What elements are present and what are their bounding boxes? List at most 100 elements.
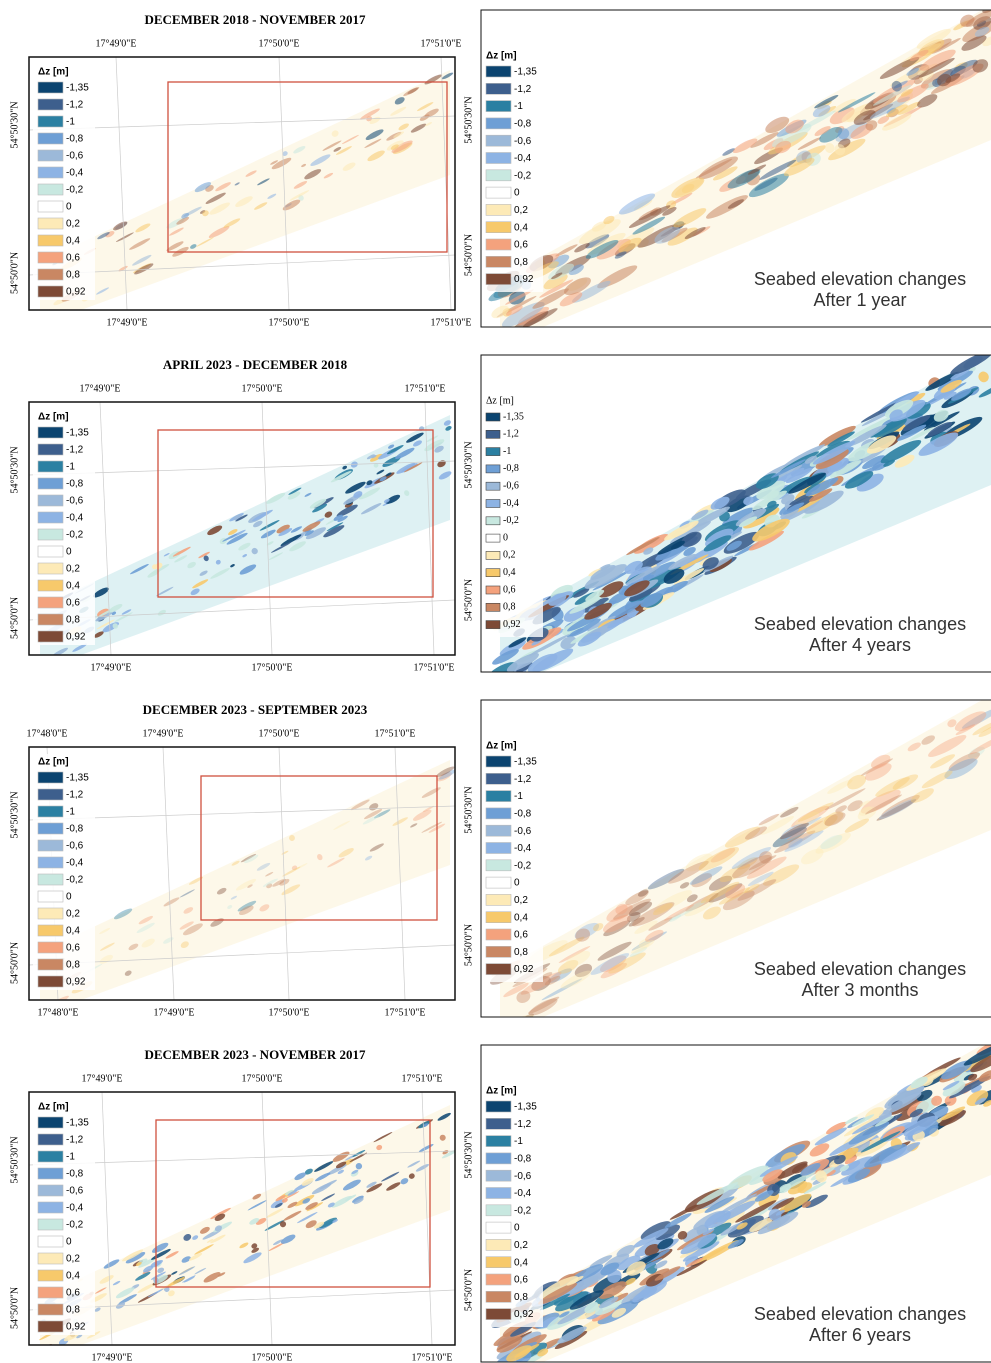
legend-swatch — [486, 1170, 511, 1181]
legend-label: 0,2 — [514, 895, 528, 906]
legend-swatch — [38, 1185, 63, 1196]
longitude-label: 17°51'0"E — [431, 317, 472, 328]
latitude-label: 54°50'0"N — [463, 924, 474, 966]
legend-label: -0,2 — [66, 875, 84, 886]
legend-swatch — [38, 427, 63, 438]
legend-label: -1,2 — [66, 100, 84, 111]
legend-swatch — [38, 925, 63, 936]
longitude-label: 17°50'0"E — [242, 383, 283, 394]
legend-swatch — [38, 1151, 63, 1162]
legend-label: -1,2 — [514, 84, 532, 95]
longitude-label: 17°49'0"E — [107, 317, 148, 328]
longitude-label: 17°49'0"E — [96, 38, 137, 49]
legend-swatch — [38, 874, 63, 885]
legend-swatch — [38, 495, 63, 506]
legend-label: 0,2 — [66, 564, 80, 575]
legend-swatch — [38, 806, 63, 817]
longitude-label: 17°51'0"E — [421, 38, 462, 49]
longitude-label: 17°50'0"E — [252, 1352, 293, 1363]
legend-label: -0,4 — [66, 168, 84, 179]
caption: Seabed elevation changes — [754, 1304, 966, 1324]
legend-label: -0,8 — [503, 463, 519, 474]
latitude-label: 54°50'0"N — [463, 579, 474, 621]
panel: DECEMBER 2018 - NOVEMBER 2017 17°49'0"E 17… — [9, 3, 991, 345]
legend-label: 0,6 — [66, 1288, 80, 1299]
legend-swatch — [38, 772, 63, 783]
legend-label: 0,8 — [514, 257, 528, 268]
legend-swatch — [486, 517, 500, 525]
legend-swatch — [38, 546, 63, 557]
seabed-layer — [39, 415, 452, 670]
legend-swatch — [38, 1219, 63, 1230]
legend-swatch — [38, 840, 63, 851]
legend-swatch — [486, 153, 511, 164]
legend-swatch — [38, 580, 63, 591]
legend-swatch — [486, 1136, 511, 1147]
legend-swatch — [486, 791, 511, 802]
legend-label: -0,6 — [66, 151, 84, 162]
survey-swath — [40, 1105, 450, 1360]
legend-label: -0,6 — [66, 1186, 84, 1197]
legend-label: -0,4 — [66, 1203, 84, 1214]
legend-label: -0,2 — [66, 530, 84, 541]
legend-swatch — [38, 184, 63, 195]
panel-title: DECEMBER 2018 - NOVEMBER 2017 — [144, 12, 366, 27]
panel: DECEMBER 2023 - NOVEMBER 201717°49'0"E17… — [9, 1040, 991, 1363]
legend-label: 0,2 — [66, 1254, 80, 1265]
legend-label: -1,35 — [66, 773, 89, 784]
legend-label: -0,2 — [514, 1205, 532, 1216]
legend-swatch — [38, 529, 63, 540]
panel-title: DECEMBER 2023 - NOVEMBER 2017 — [144, 1047, 366, 1062]
legend-swatch — [38, 891, 63, 902]
latitude-label: 54°50'30"N — [463, 1131, 474, 1178]
legend-swatch — [38, 150, 63, 161]
survey-swath — [40, 70, 450, 325]
legend-label: -1,2 — [514, 774, 532, 785]
legend-swatch — [38, 631, 63, 642]
legend-label: 0 — [514, 188, 520, 199]
legend-swatch — [486, 534, 500, 542]
latitude-label: 54°50'30"N — [9, 446, 20, 493]
legend-label: -1,35 — [66, 428, 89, 439]
caption: After 3 months — [801, 980, 918, 1000]
legend-swatch — [486, 274, 511, 285]
legend-label: 0,92 — [66, 977, 86, 988]
legend-label: -0,8 — [514, 119, 532, 130]
legend-swatch — [38, 908, 63, 919]
legend-swatch — [486, 586, 500, 594]
legend-label: -0,2 — [66, 185, 84, 196]
legend-label: 0,4 — [514, 222, 528, 233]
legend-label: -0,2 — [514, 170, 532, 181]
legend-swatch — [486, 551, 500, 559]
longitude-label: 17°50'0"E — [252, 662, 293, 673]
legend-swatch — [486, 83, 511, 94]
legend-label: -1,35 — [514, 67, 537, 78]
legend-swatch — [38, 597, 63, 608]
longitude-label: 17°50'0"E — [259, 38, 300, 49]
legend-label: -0,8 — [66, 134, 84, 145]
legend-label: 0,4 — [66, 1271, 80, 1282]
legend-swatch — [486, 773, 511, 784]
legend-swatch — [38, 1236, 63, 1247]
legend-title: Δz [m] — [486, 395, 514, 406]
legend-swatch — [486, 1291, 511, 1302]
legend-swatch — [486, 465, 500, 473]
legend-label: 0,8 — [514, 1292, 528, 1303]
legend-label: 0 — [514, 878, 520, 889]
legend-label: 0,92 — [514, 1309, 534, 1320]
longitude-label: 17°51'0"E — [405, 383, 446, 394]
legend-label: -1 — [66, 1152, 75, 1163]
latitude-label: 54°50'0"N — [463, 1269, 474, 1311]
legend-label: -0,8 — [66, 479, 84, 490]
legend-swatch — [486, 204, 511, 215]
caption: After 1 year — [813, 290, 906, 310]
legend-label: -1 — [503, 446, 511, 457]
legend-swatch — [38, 1304, 63, 1315]
legend-swatch — [486, 964, 511, 975]
legend-swatch — [38, 1270, 63, 1281]
legend-swatch — [486, 222, 511, 233]
legend-swatch — [486, 1188, 511, 1199]
legend-swatch — [38, 614, 63, 625]
legend-swatch — [486, 621, 500, 629]
legend-label: 0,6 — [503, 584, 516, 595]
